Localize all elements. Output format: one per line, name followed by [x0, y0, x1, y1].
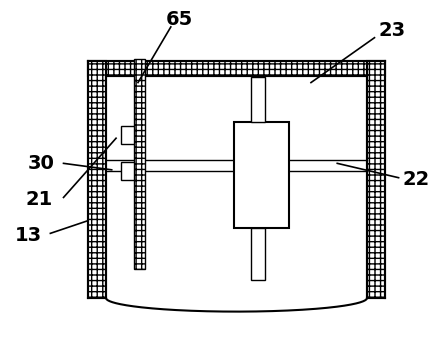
Text: 65: 65: [166, 10, 193, 29]
Bar: [134, 59, 145, 269]
Bar: [88, 61, 385, 76]
Text: 23: 23: [378, 21, 406, 40]
Text: 21: 21: [26, 190, 53, 209]
Bar: [121, 162, 134, 180]
Bar: [121, 126, 134, 144]
Text: 22: 22: [403, 170, 430, 189]
Bar: [234, 122, 289, 228]
Bar: [367, 61, 385, 298]
Bar: [88, 61, 106, 298]
Bar: [251, 228, 265, 280]
Text: 13: 13: [15, 226, 42, 244]
Bar: [251, 77, 265, 122]
Text: 30: 30: [28, 154, 55, 173]
